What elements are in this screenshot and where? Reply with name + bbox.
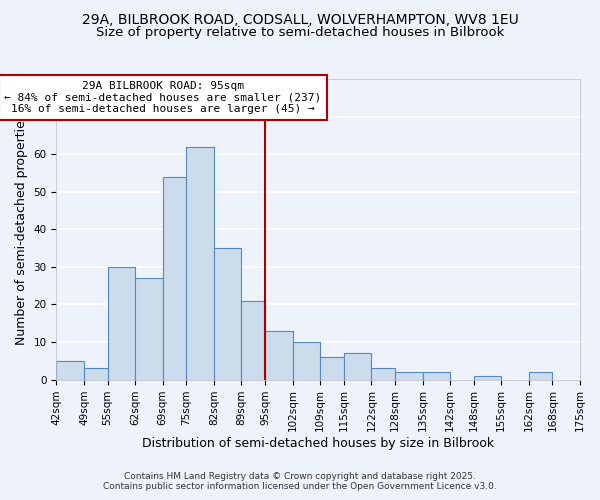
Text: Contains public sector information licensed under the Open Government Licence v3: Contains public sector information licen…: [103, 482, 497, 491]
Bar: [265, 331, 293, 380]
Bar: [84, 368, 107, 380]
Bar: [371, 368, 395, 380]
Bar: [241, 300, 265, 380]
Bar: [163, 176, 187, 380]
Bar: [187, 146, 214, 380]
Text: Size of property relative to semi-detached houses in Bilbrook: Size of property relative to semi-detach…: [96, 26, 504, 39]
Text: 29A BILBROOK ROAD: 95sqm
← 84% of semi-detached houses are smaller (237)
16% of : 29A BILBROOK ROAD: 95sqm ← 84% of semi-d…: [4, 81, 322, 114]
Bar: [474, 376, 501, 380]
Bar: [529, 372, 553, 380]
Bar: [344, 354, 371, 380]
Bar: [422, 372, 450, 380]
Y-axis label: Number of semi-detached properties: Number of semi-detached properties: [15, 114, 28, 345]
Text: 29A, BILBROOK ROAD, CODSALL, WOLVERHAMPTON, WV8 1EU: 29A, BILBROOK ROAD, CODSALL, WOLVERHAMPT…: [82, 12, 518, 26]
Text: Contains HM Land Registry data © Crown copyright and database right 2025.: Contains HM Land Registry data © Crown c…: [124, 472, 476, 481]
Bar: [56, 361, 84, 380]
Bar: [395, 372, 422, 380]
Bar: [135, 278, 163, 380]
Bar: [107, 267, 135, 380]
Bar: [214, 248, 241, 380]
Bar: [320, 357, 344, 380]
Bar: [293, 342, 320, 380]
X-axis label: Distribution of semi-detached houses by size in Bilbrook: Distribution of semi-detached houses by …: [142, 437, 494, 450]
